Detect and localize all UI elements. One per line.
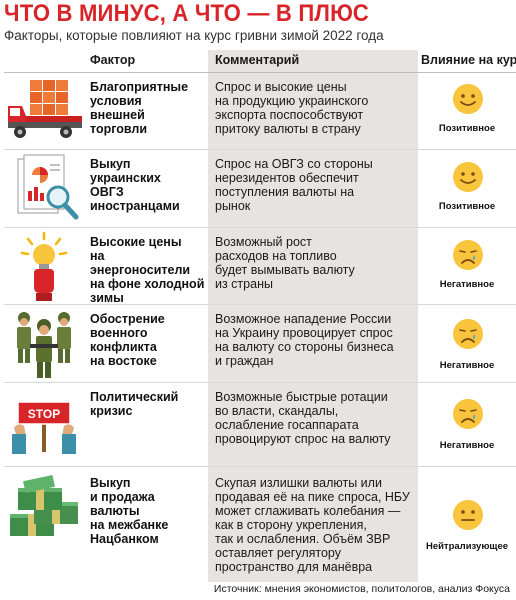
comment-text: Возможные быстрые ротации во власти, скан… <box>215 390 391 446</box>
stop-sign-icon: STOP <box>12 401 76 454</box>
sad-face-icon <box>453 240 483 270</box>
header-factor: Фактор <box>90 53 136 67</box>
source-note: Источник: мнения экономистов, политолого… <box>213 583 510 595</box>
row-divider <box>4 149 516 150</box>
happy-face-icon <box>453 162 483 192</box>
row-divider <box>4 304 516 305</box>
comment-text: Скупая излишки валюты или продавая её на … <box>215 476 410 574</box>
row-divider <box>4 382 516 383</box>
documents-magnifier-icon <box>17 154 79 220</box>
sad-face-icon <box>453 399 483 429</box>
page-title: ЧТО В МИНУС, А ЧТО — В ПЛЮС <box>4 0 369 27</box>
money-stacks-icon <box>10 475 78 536</box>
factor-text: Выкуп украинских ОВГЗ иностранцами <box>90 157 180 213</box>
comment-text: Возможное нападение России на Украину про… <box>215 312 394 368</box>
factor-text: Благоприятные условия внешней торговли <box>90 80 189 136</box>
comment-column-background <box>208 50 418 582</box>
comment-text: Спрос на ОВГЗ со стороны нерезидентов обе… <box>215 157 373 213</box>
row-divider <box>4 466 516 467</box>
factor-text: Политический кризис <box>90 390 179 418</box>
lightbulb-hand-icon <box>20 231 68 301</box>
impact-label: Негативное <box>439 440 495 451</box>
impact-label: Негативное <box>439 360 495 371</box>
svg-text:STOP: STOP <box>28 407 60 421</box>
factor-text: Обострение военного конфликта на востоке <box>90 312 165 368</box>
row-divider <box>4 227 516 228</box>
soldiers-icon <box>17 312 71 378</box>
factor-text: Выкуп и продажа валюты на межбанке Нацбанком <box>90 476 169 546</box>
impact-label: Позитивное <box>438 123 496 134</box>
sad-face-icon <box>453 319 483 349</box>
impact-label: Негативное <box>439 279 495 290</box>
impact-label: Нейтрализующее <box>425 541 509 552</box>
page-subtitle: Факторы, которые повлияют на курс гривни… <box>4 28 384 43</box>
impact-label: Позитивное <box>438 201 496 212</box>
happy-face-icon <box>453 84 483 114</box>
comment-text: Спрос и высокие цены на продукцию украинс… <box>215 80 369 136</box>
truck-with-cargo-icon <box>8 80 82 138</box>
neutral-face-icon <box>453 500 483 530</box>
header-impact: Влияние на курс <box>421 53 516 67</box>
factor-text: Высокие цены на энергоносители на фоне хол… <box>90 235 205 305</box>
comment-text: Возможный рост расходов на топливо будет в… <box>215 235 355 291</box>
header-divider <box>4 72 516 73</box>
header-comment: Комментарий <box>215 53 300 67</box>
